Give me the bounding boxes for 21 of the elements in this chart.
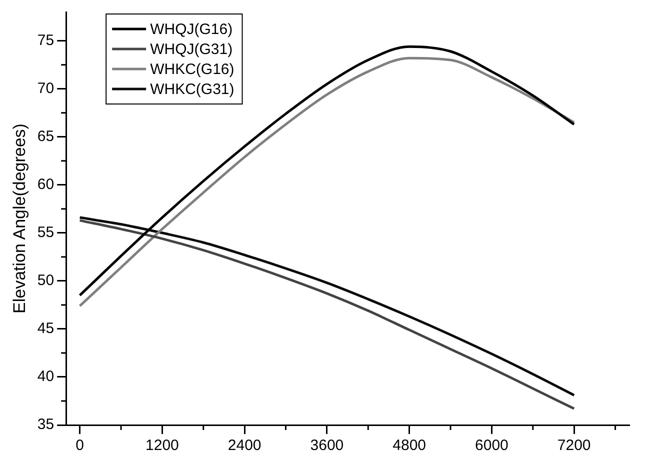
- legend-label: WHQJ(G16): [150, 21, 233, 38]
- y-tick-label: 55: [37, 224, 54, 242]
- y-tick-label: 60: [37, 176, 54, 194]
- x-tick-label: 0: [76, 437, 84, 454]
- x-tick-label: 2400: [228, 437, 262, 454]
- legend-label: WHKC(G16): [150, 61, 234, 78]
- y-tick-label: 65: [37, 128, 54, 145]
- y-axis-title: Elevation Angle(degrees): [10, 124, 29, 314]
- x-tick-label: 7200: [557, 437, 591, 454]
- y-tick-label: 40: [37, 368, 54, 386]
- legend-label: WHKC(G31): [150, 81, 234, 98]
- x-tick-label: 3600: [310, 437, 344, 454]
- x-tick-label: 4800: [392, 437, 426, 454]
- y-tick-label: 35: [37, 416, 54, 434]
- y-tick-label: 45: [37, 320, 54, 338]
- y-tick-label: 70: [37, 80, 54, 97]
- y-tick-label: 50: [37, 272, 54, 290]
- x-tick-label: 1200: [146, 437, 179, 454]
- legend-label: WHQJ(G31): [150, 41, 233, 58]
- x-tick-label: 6000: [475, 437, 508, 454]
- y-tick-label: 75: [37, 32, 54, 49]
